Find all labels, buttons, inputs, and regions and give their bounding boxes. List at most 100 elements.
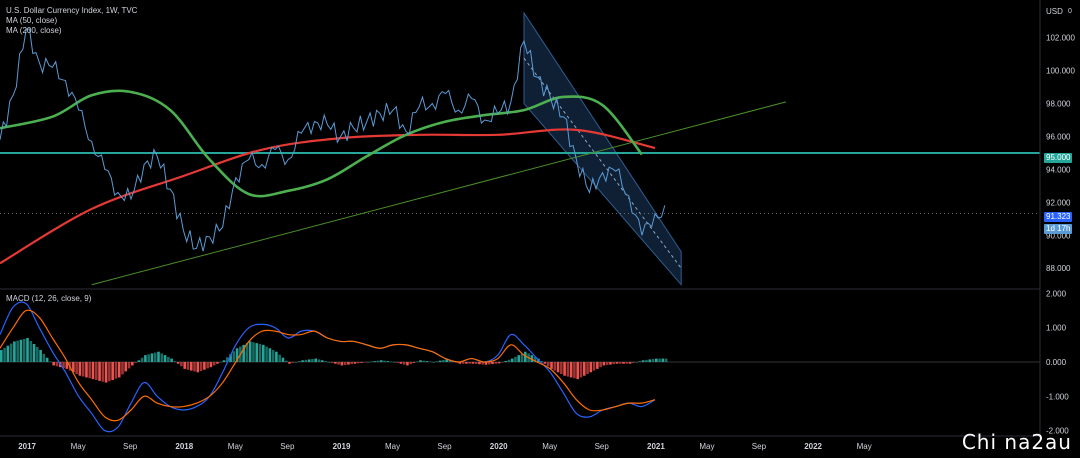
macd-histogram-bar <box>85 362 88 378</box>
macd-histogram-bar <box>350 362 354 365</box>
price-tick-label: 92.000 <box>1046 198 1071 207</box>
macd-histogram-bar <box>596 362 599 369</box>
macd-histogram-bar <box>648 359 652 362</box>
trendline[interactable] <box>91 101 787 286</box>
ma50-line[interactable] <box>0 89 643 198</box>
macd-histogram-bar <box>36 347 39 362</box>
macd-histogram-bar <box>641 360 645 362</box>
macd-histogram-bar <box>150 353 154 362</box>
watermark: Chi na2au <box>961 430 1072 454</box>
macd-histogram-bar <box>471 362 475 364</box>
macd-histogram-bar <box>294 362 298 363</box>
macd-histogram-bar <box>167 356 170 362</box>
macd-histogram-bar <box>514 356 517 362</box>
macd-histogram-bar <box>278 354 281 362</box>
macd-histogram-bar <box>343 362 347 365</box>
macd-histogram-bar <box>98 362 101 381</box>
macd-histogram-bar <box>622 362 625 364</box>
macd-histogram-bar <box>45 357 49 362</box>
macd-histogram-bar <box>337 362 340 365</box>
macd-histogram-bar <box>628 362 632 364</box>
ma200-line[interactable] <box>0 128 656 265</box>
time-tick-label: Sep <box>437 442 452 451</box>
macd-histogram-bar <box>193 362 196 372</box>
macd-histogram-bar <box>298 361 301 362</box>
macd-histogram-bar <box>396 362 399 363</box>
macd-histogram-bar <box>438 360 442 362</box>
macd-legend: MACD (12, 26, close, 9) <box>6 294 91 304</box>
macd-histogram-bar <box>530 355 534 362</box>
macd-histogram-bar <box>124 362 128 372</box>
macd-pane[interactable] <box>0 301 1040 433</box>
macd-histogram-bar <box>340 362 344 366</box>
macd-histogram-bar <box>29 341 33 362</box>
macd-histogram-bar <box>635 362 638 363</box>
hline-price-tag[interactable]: 95.000 <box>1044 153 1073 163</box>
macd-histogram-bar <box>0 350 3 362</box>
macd-histogram-bar <box>52 362 55 366</box>
macd-histogram-bar <box>127 362 131 369</box>
time-tick-label: May <box>857 442 872 451</box>
price-tick-label: 96.000 <box>1046 132 1071 141</box>
countdown-tag: 1d 17h <box>1044 224 1073 234</box>
macd-histogram-bar <box>114 362 118 379</box>
macd-histogram-bar <box>658 358 661 362</box>
macd-histogram-bar <box>615 362 619 364</box>
currency-flag: 0 <box>1068 8 1072 15</box>
macd-histogram-bar <box>370 361 373 363</box>
macd-histogram-bar <box>301 360 304 362</box>
macd-histogram-bar <box>94 362 98 380</box>
macd-histogram-bar <box>546 362 550 367</box>
macd-histogram-bar <box>520 353 524 362</box>
macd-histogram-bar <box>618 362 622 364</box>
price-tick-label: 94.000 <box>1046 165 1071 174</box>
macd-histogram-bar <box>307 359 311 362</box>
macd-histogram-bar <box>609 362 612 365</box>
macd-histogram-bar <box>108 362 111 382</box>
price-line[interactable] <box>0 28 666 252</box>
price-tick-label: 100.000 <box>1046 67 1075 76</box>
macd-histogram-bar <box>3 347 6 362</box>
macd-histogram-bar <box>602 362 606 366</box>
macd-histogram-bar <box>504 360 507 362</box>
macd-histogram-bar <box>242 344 245 362</box>
macd-histogram-bar <box>147 354 150 362</box>
macd-histogram-bar <box>252 342 255 362</box>
macd-histogram-bar <box>131 362 134 366</box>
currency-label: USD <box>1046 7 1063 16</box>
macd-histogram-bar <box>9 343 13 362</box>
macd-histogram-bar <box>445 359 448 362</box>
macd-histogram-bar <box>625 362 629 364</box>
macd-histogram-bar <box>62 362 65 368</box>
macd-histogram-bar <box>638 361 642 362</box>
macd-histogram-bar <box>281 357 285 362</box>
macd-histogram-bar <box>360 362 363 363</box>
macd-histogram-bar <box>330 362 334 363</box>
price-tick-label: 88.000 <box>1046 264 1071 273</box>
macd-histogram-bar <box>291 362 295 363</box>
macd-histogram-bar <box>39 350 42 362</box>
macd-histogram-bar <box>271 350 275 362</box>
macd-histogram-bar <box>461 362 465 364</box>
macd-histogram-bar <box>651 359 655 362</box>
macd-histogram-bar <box>180 362 183 367</box>
macd-histogram-bar <box>245 343 249 362</box>
macd-histogram-bar <box>553 362 557 371</box>
macd-histogram-bar <box>582 362 586 376</box>
macd-histogram-bar <box>491 362 494 365</box>
macd-histogram-bar <box>366 362 370 363</box>
signal-line[interactable] <box>0 309 656 422</box>
regression-channel[interactable] <box>523 11 682 287</box>
macd-histogram-bar <box>576 362 579 380</box>
macd-histogram-bar <box>219 362 223 363</box>
macd-histogram-bar <box>101 362 105 382</box>
price-pane[interactable] <box>0 11 1040 287</box>
macd-histogram-bar <box>225 357 229 362</box>
macd-histogram-bar <box>412 362 416 363</box>
time-tick-label: 2020 <box>490 442 508 451</box>
macd-histogram-bar <box>533 356 537 362</box>
macd-histogram-bar <box>550 362 553 369</box>
macd-histogram-bar <box>121 362 124 375</box>
price-tick-label: 98.000 <box>1046 100 1071 109</box>
